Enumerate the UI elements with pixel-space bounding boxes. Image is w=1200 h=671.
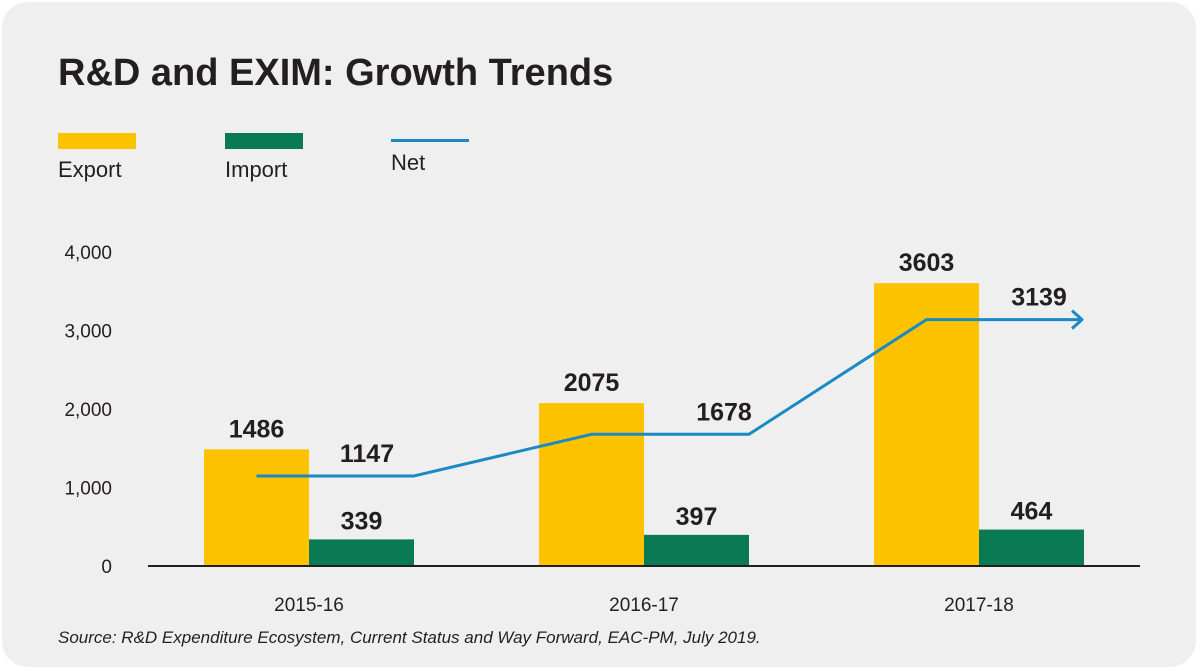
net-arrow-head — [1070, 309, 1084, 330]
legend-line-net — [391, 139, 469, 142]
x-tick-label: 2015-16 — [274, 595, 344, 616]
y-tick-label: 0 — [101, 557, 112, 578]
bar-import — [309, 539, 414, 566]
legend-item-import: Import — [225, 133, 303, 183]
data-label-export: 1486 — [229, 415, 285, 443]
bar-export — [204, 449, 309, 566]
series-line-net — [256, 318, 1082, 478]
y-tick-label: 1,000 — [64, 479, 112, 500]
legend-swatch-export — [58, 133, 136, 149]
data-label-net: 3139 — [1011, 284, 1067, 312]
legend-label-export: Export — [58, 157, 122, 182]
chart-title: R&D and EXIM: Growth Trends — [58, 52, 614, 94]
bar-export — [539, 403, 644, 566]
bar-export — [874, 283, 979, 566]
data-label-net: 1147 — [340, 440, 394, 468]
legend-item-net: Net — [391, 133, 469, 176]
bar-import — [979, 529, 1084, 566]
data-label-import: 339 — [341, 507, 383, 535]
data-label-export: 3603 — [899, 249, 955, 277]
source-note: Source: R&D Expenditure Ecosystem, Curre… — [58, 628, 761, 647]
legend-swatch-import — [225, 133, 303, 149]
bar-import — [644, 534, 749, 566]
y-tick-label: 3,000 — [64, 322, 112, 343]
legend-label-net: Net — [391, 150, 426, 175]
data-label-net: 1678 — [696, 398, 752, 426]
legend-item-export: Export — [58, 133, 136, 183]
data-label-import: 464 — [1011, 498, 1053, 526]
legend-label-import: Import — [225, 157, 288, 182]
data-label-export: 2075 — [564, 369, 620, 397]
y-tick-label: 4,000 — [64, 243, 112, 264]
x-tick-label: 2016-17 — [609, 595, 679, 616]
x-tick-label: 2017-18 — [944, 595, 1014, 616]
data-label-import: 397 — [676, 503, 718, 531]
y-tick-label: 2,000 — [64, 400, 112, 421]
